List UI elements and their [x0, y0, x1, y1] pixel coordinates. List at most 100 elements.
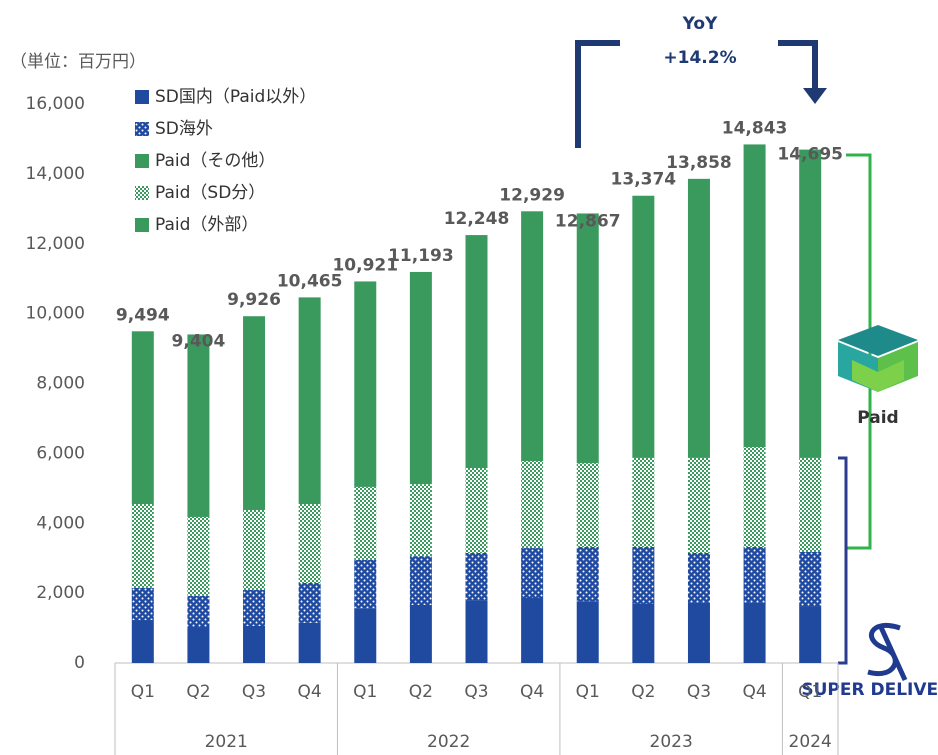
legend-label: SD国内（Paid以外） — [155, 87, 316, 107]
x-tick-label: Q2 — [631, 682, 655, 702]
bar-segment — [409, 271, 432, 485]
y-tick-label: 0 — [74, 653, 85, 673]
group-label: 2024 — [789, 732, 832, 752]
bar-segment — [521, 598, 544, 663]
total-label: 10,465 — [277, 271, 343, 291]
legend-swatch — [135, 122, 149, 136]
total-label: 9,926 — [227, 290, 281, 310]
bar-segment — [354, 486, 377, 560]
bar-segment — [298, 622, 321, 663]
legend-label: SD海外 — [155, 119, 213, 139]
total-label: 13,374 — [611, 170, 677, 190]
total-label: 12,248 — [444, 209, 510, 229]
bar-segment — [576, 213, 599, 464]
bar-segment — [687, 178, 710, 458]
total-label: 12,867 — [555, 211, 621, 231]
total-label: 9,404 — [172, 331, 226, 351]
y-tick-label: 2,000 — [36, 583, 85, 603]
bar-segment — [687, 602, 710, 663]
bar-segment — [632, 195, 655, 458]
x-tick-label: Q1 — [131, 682, 155, 702]
bar-segment — [576, 601, 599, 663]
bar-segment — [521, 461, 544, 549]
yoy-bracket — [575, 40, 818, 148]
bar-segment — [243, 625, 266, 663]
total-label: 11,193 — [388, 246, 454, 266]
total-label: 9,494 — [116, 305, 170, 325]
legend-swatch — [135, 154, 149, 168]
bar-segment — [354, 608, 377, 663]
bar-segment — [131, 620, 154, 663]
group-label: 2022 — [427, 732, 470, 752]
bar-segment — [298, 504, 321, 583]
bar-segment — [799, 606, 822, 663]
bar-segment — [465, 235, 488, 469]
bar-segment — [298, 297, 321, 505]
x-tick-label: Q4 — [742, 682, 766, 702]
x-tick-label: Q2 — [186, 682, 210, 702]
bar-segment — [687, 552, 710, 603]
bar-segment — [632, 457, 655, 548]
total-label: 12,929 — [499, 185, 565, 205]
bar-segment — [576, 547, 599, 602]
unit-label: （単位：百万円） — [10, 52, 146, 72]
bar-segment — [243, 589, 266, 626]
y-tick-label: 10,000 — [26, 304, 85, 324]
bar-segment — [243, 316, 266, 510]
bar-segment — [187, 595, 210, 628]
yoy-value: +14.2% — [663, 48, 736, 68]
x-tick-label: Q3 — [687, 682, 711, 702]
bar-segment — [409, 484, 432, 557]
legend-swatch — [135, 218, 149, 232]
bar-segment — [743, 144, 766, 448]
bar-segment — [409, 605, 432, 663]
legend-label: Paid（SD分） — [155, 183, 265, 203]
legend-label: Paid（その他） — [155, 151, 275, 171]
bar-segment — [354, 559, 377, 609]
total-label: 14,695 — [777, 144, 843, 164]
y-tick-label: 6,000 — [36, 443, 85, 463]
bar-segment — [131, 587, 154, 621]
bar-segment — [187, 627, 210, 663]
x-tick-label: Q1 — [576, 682, 600, 702]
bar-segment — [187, 516, 210, 596]
x-tick-label: Q4 — [298, 682, 322, 702]
bar-segment — [521, 211, 544, 462]
y-tick-label: 8,000 — [36, 374, 85, 394]
x-tick-label: Q4 — [520, 682, 544, 702]
bar-segment — [687, 457, 710, 553]
y-tick-label: 4,000 — [36, 513, 85, 533]
x-tick-label: Q2 — [409, 682, 433, 702]
bar-segment — [465, 552, 488, 601]
legend-swatch — [135, 90, 149, 104]
y-tick-label: 16,000 — [26, 94, 85, 114]
bar-segment — [799, 457, 822, 552]
sd-logo — [867, 623, 908, 682]
bar-segment — [131, 331, 154, 505]
y-tick-label: 12,000 — [26, 234, 85, 254]
legend-label: Paid（外部） — [155, 215, 258, 235]
bar-segment — [576, 463, 599, 548]
paid-logo — [838, 325, 918, 392]
bar-segment — [743, 547, 766, 603]
bar-segment — [465, 600, 488, 663]
group-label: 2021 — [205, 732, 248, 752]
sd-bracket — [838, 456, 848, 665]
paid-logo-text: Paid — [857, 408, 898, 428]
bar-segment — [632, 603, 655, 663]
bar-segment — [131, 504, 154, 588]
x-tick-label: Q3 — [464, 682, 488, 702]
bar-segment — [354, 281, 377, 487]
bar-segment — [409, 556, 432, 606]
x-tick-label: Q3 — [242, 682, 266, 702]
bar-segment — [465, 468, 488, 553]
yoy-arrowhead — [803, 88, 827, 104]
bar-segment — [743, 447, 766, 548]
bar-segment — [743, 602, 766, 663]
legend-swatch — [135, 186, 149, 200]
bar-segment — [298, 582, 321, 623]
x-tick-label: Q1 — [798, 682, 822, 702]
sd-logo-text: SUPER DELIVERY — [801, 680, 938, 700]
